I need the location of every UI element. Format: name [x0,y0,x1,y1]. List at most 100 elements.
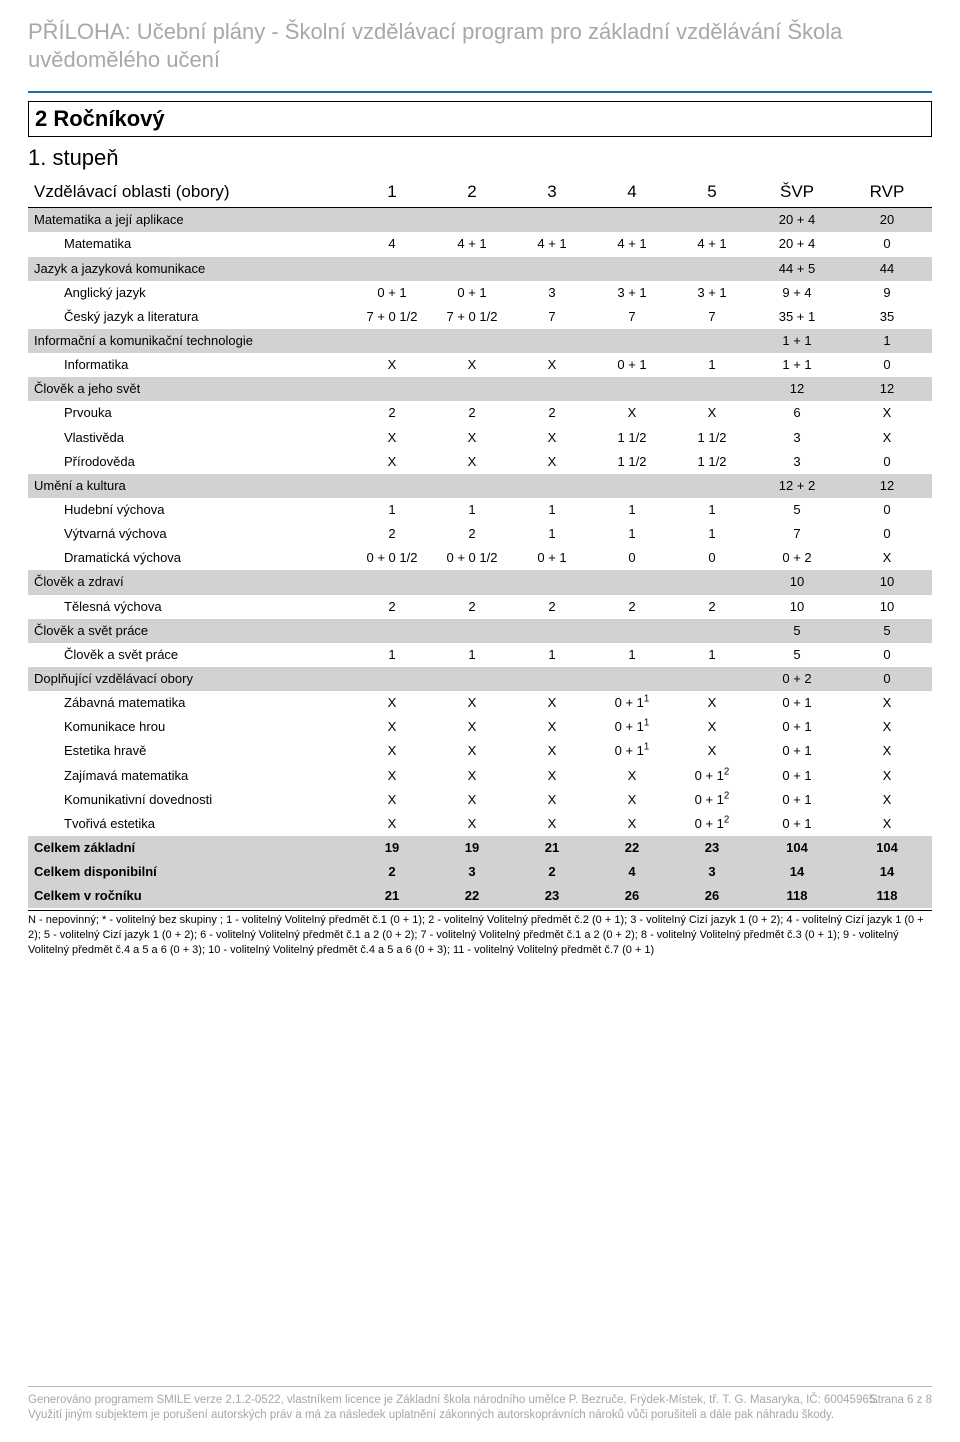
area-row: Člověk a zdraví1010 [28,570,932,594]
cell: X [672,691,752,715]
head-col: 2 [432,177,512,208]
subject-row: Dramatická výchova0 + 0 1/20 + 0 1/20 + … [28,546,932,570]
table-head-row: Vzdělávací oblasti (obory)12345ŠVPRVP [28,177,932,208]
total-row: Celkem v ročníku2122232626118118 [28,884,932,908]
cell: 0 + 12 [672,812,752,836]
subject-row: Komunikativní dovednostiXXXX0 + 120 + 1X [28,788,932,812]
cell: X [432,450,512,474]
area-row: Informační a komunikační technologie1 + … [28,329,932,353]
cell [672,570,752,594]
cell-rvp: 0 [842,643,932,667]
cell: 3 + 1 [672,281,752,305]
cell-rvp: X [842,812,932,836]
cell-svp: 0 + 1 [752,764,842,788]
footer: Generováno programem SMILE verze 2.1.2-0… [28,1386,932,1424]
cell: 0 + 12 [672,764,752,788]
cell: X [352,715,432,739]
cell: 0 + 1 [592,353,672,377]
row-name: Matematika a její aplikace [28,208,352,233]
cell-svp: 10 [752,595,842,619]
cell: 1 [432,498,512,522]
cell-svp: 0 + 1 [752,691,842,715]
cell: X [512,353,592,377]
subject-row: Matematika44 + 14 + 14 + 14 + 120 + 40 [28,232,932,256]
cell [512,667,592,691]
level-title: 1. stupeň [28,145,932,171]
cell-rvp: 0 [842,498,932,522]
cell [512,619,592,643]
row-name: Tvořivá estetika [28,812,352,836]
cell-svp: 118 [752,884,842,908]
cell: 2 [352,522,432,546]
cell: 19 [432,836,512,860]
cell: 3 [512,281,592,305]
subject-row: PřírodovědaXXX1 1/21 1/230 [28,450,932,474]
cell: 2 [352,595,432,619]
cell-rvp: 20 [842,208,932,233]
total-row: Celkem základní1919212223104104 [28,836,932,860]
cell-svp: 35 + 1 [752,305,842,329]
cell: 21 [512,836,592,860]
row-name: Celkem v ročníku [28,884,352,908]
cell: 3 + 1 [592,281,672,305]
area-row: Matematika a její aplikace 20 + 420 [28,208,932,233]
row-name: Zajímavá matematika [28,764,352,788]
cell [672,208,752,233]
cell-rvp: 35 [842,305,932,329]
cell: X [352,426,432,450]
row-name: Komunikativní dovednosti [28,788,352,812]
row-name: Umění a kultura [28,474,352,498]
cell-rvp: 5 [842,619,932,643]
cell-svp: 10 [752,570,842,594]
row-name: Zábavná matematika [28,691,352,715]
cell-svp: 12 [752,377,842,401]
row-name: Informační a komunikační technologie [28,329,352,353]
cell: X [432,788,512,812]
cell: 0 + 1 [432,281,512,305]
cell-svp: 20 + 4 [752,208,842,233]
cell [432,619,512,643]
subject-row: VlastivědaXXX1 1/21 1/23X [28,426,932,450]
cell: 7 [672,305,752,329]
row-name: Vlastivěda [28,426,352,450]
cell [352,667,432,691]
subject-row: Tvořivá estetikaXXXX0 + 120 + 1X [28,812,932,836]
cell-svp: 0 + 2 [752,546,842,570]
area-row: Umění a kultura12 + 212 [28,474,932,498]
cell-rvp: X [842,426,932,450]
cell [352,208,432,233]
cell-svp: 7 [752,522,842,546]
row-name: Prvouka [28,401,352,425]
cell [672,619,752,643]
cell [672,329,752,353]
cell: 0 + 1 [512,546,592,570]
cell-svp: 5 [752,619,842,643]
head-col: 4 [592,177,672,208]
cell [432,257,512,281]
cell: 1 [592,643,672,667]
cell: 2 [592,595,672,619]
cell [592,257,672,281]
row-name: Výtvarná výchova [28,522,352,546]
cell: 23 [672,836,752,860]
cell [512,208,592,233]
cell: 2 [432,595,512,619]
cell: X [352,764,432,788]
area-row: Člověk a svět práce55 [28,619,932,643]
cell [512,377,592,401]
cell: 1 [512,522,592,546]
cell [432,474,512,498]
row-name: Přírodověda [28,450,352,474]
cell: 1 [512,498,592,522]
cell: 0 + 1 [352,281,432,305]
head-col: 5 [672,177,752,208]
cell [592,329,672,353]
row-name: Hudební výchova [28,498,352,522]
cell: X [592,788,672,812]
cell-svp: 3 [752,450,842,474]
cell [352,570,432,594]
cell: 0 + 0 1/2 [432,546,512,570]
cell-svp: 12 + 2 [752,474,842,498]
cell: 26 [672,884,752,908]
row-name: Doplňující vzdělávací obory [28,667,352,691]
